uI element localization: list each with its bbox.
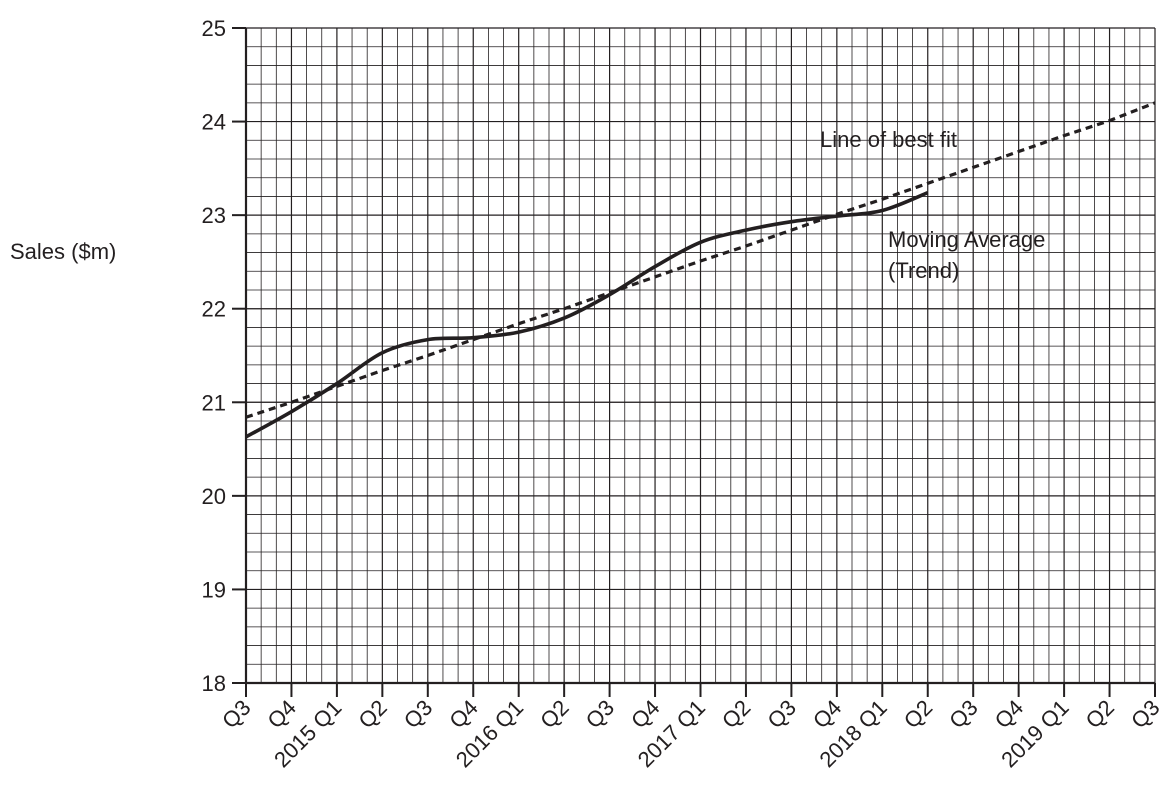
- x-tick-label: Q3: [944, 695, 982, 733]
- x-tick-label: Q2: [353, 695, 391, 733]
- series-line-moving-average: [245, 191, 929, 439]
- x-tick-label: Q3: [399, 695, 437, 733]
- y-tick-label: 22: [202, 297, 226, 322]
- y-tick-label: 20: [202, 484, 226, 509]
- y-tick-labels: 18 19 20 21 22 23 24 25: [202, 16, 246, 696]
- y-tick-label: 24: [202, 110, 226, 135]
- x-tick-label: Q2: [899, 695, 937, 733]
- annotations: Line of best fit Moving Average (Trend): [820, 127, 1045, 283]
- major-grid: [246, 27, 1156, 683]
- annotation-trend: (Trend): [888, 258, 959, 283]
- x-tick-label: Q2: [535, 695, 573, 733]
- x-tick-label: Q2: [717, 695, 755, 733]
- y-tick-label: 18: [202, 671, 226, 696]
- y-tick-label: 23: [202, 203, 226, 228]
- y-tick-label: 25: [202, 16, 226, 41]
- x-tick-label: Q3: [1126, 695, 1161, 733]
- x-tick-label: Q3: [581, 695, 619, 733]
- series-line-best-fit: [245, 101, 1156, 419]
- annotation-moving-average: Moving Average: [888, 227, 1045, 252]
- annotation-best-fit: Line of best fit: [820, 127, 957, 152]
- x-tick-label: Q2: [1081, 695, 1119, 733]
- x-tick-label: Q3: [762, 695, 800, 733]
- series-layer: [245, 101, 1156, 439]
- y-axis-title: Sales ($m): [10, 239, 117, 264]
- y-tick-label: 19: [202, 577, 226, 602]
- y-tick-label: 21: [202, 390, 226, 415]
- x-tick-label: Q3: [217, 695, 255, 733]
